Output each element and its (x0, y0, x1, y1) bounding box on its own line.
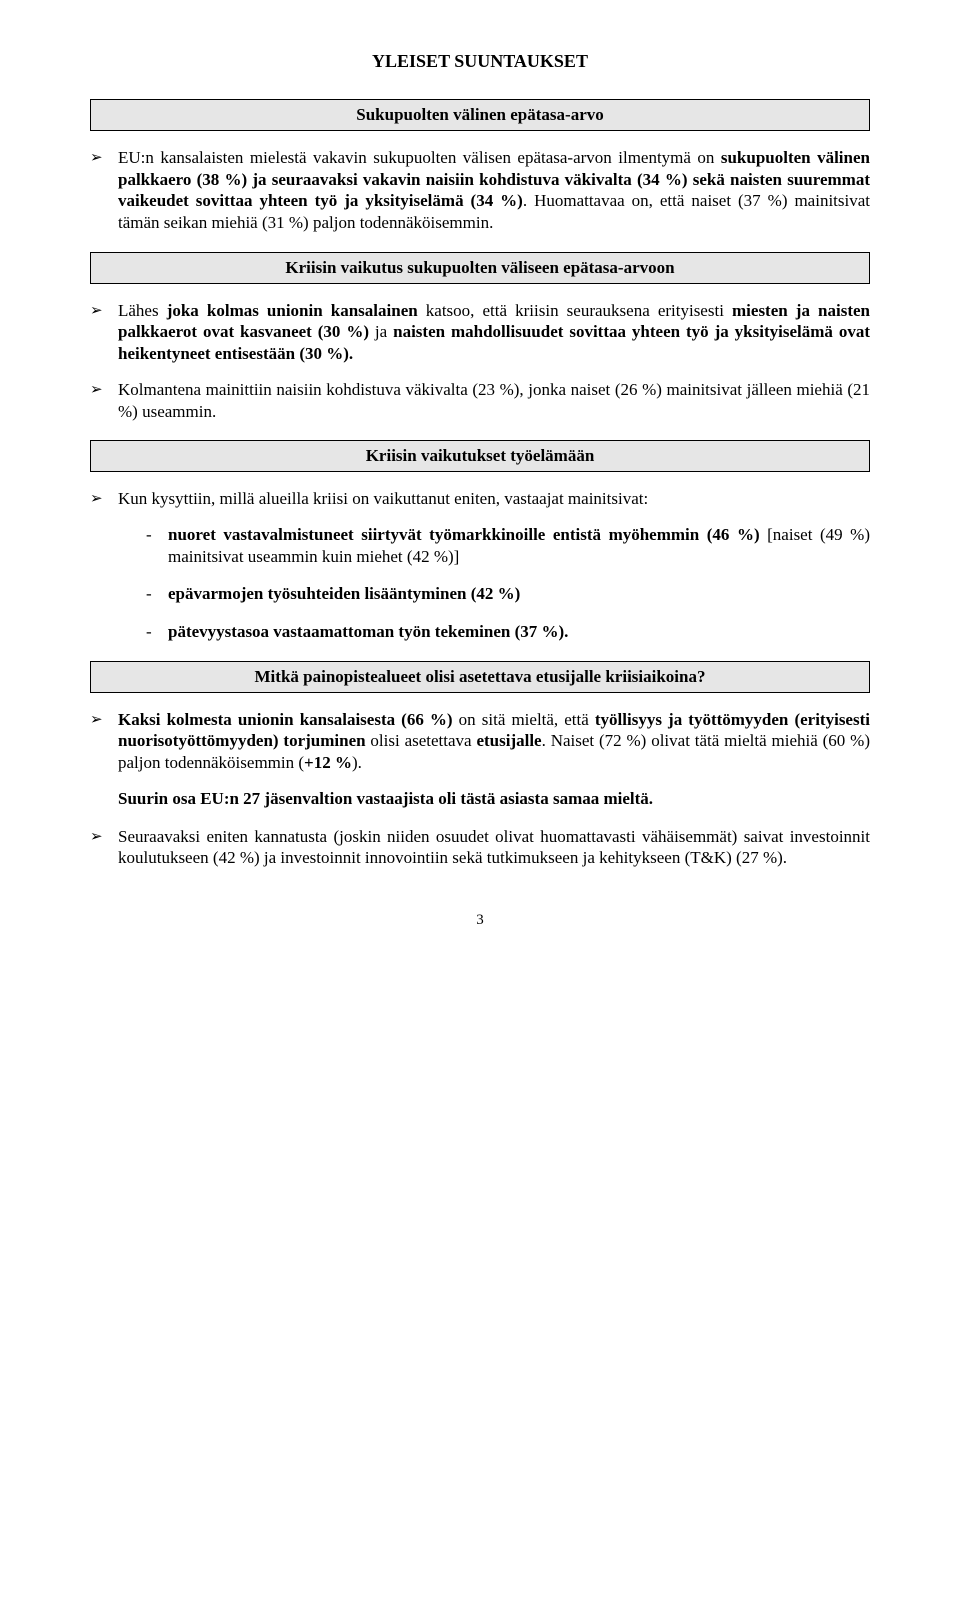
text-bold: nuoret vastavalmistuneet siirtyvät työma… (168, 525, 760, 544)
paragraph: pätevyystasoa vastaamattoman työn tekemi… (168, 621, 870, 643)
text: ja (369, 322, 393, 341)
bullet-marker: ➢ (90, 147, 118, 234)
text: katsoo, että kriisin seurauksena erityis… (418, 301, 732, 320)
section-heading-2: Kriisin vaikutus sukupuolten väliseen ep… (90, 252, 870, 284)
document-page: YLEISET SUUNTAUKSET Sukupuolten välinen … (0, 0, 960, 960)
text: EU:n kansalaisten mielestä vakavin sukup… (118, 148, 721, 167)
dash-marker: - (146, 524, 168, 568)
paragraph: Lähes joka kolmas unionin kansalainen ka… (118, 300, 870, 365)
main-title: YLEISET SUUNTAUKSET (90, 50, 870, 73)
section-heading-3: Kriisin vaikutukset työelämään (90, 440, 870, 472)
bullet-marker: ➢ (90, 826, 118, 870)
text-bold: Suurin osa EU:n 27 jäsenvaltion vastaaji… (118, 789, 653, 808)
section-heading-1: Sukupuolten välinen epätasa-arvo (90, 99, 870, 131)
section-heading-4: Mitkä painopistealueet olisi asetettava … (90, 661, 870, 693)
text-bold: etusijalle (476, 731, 541, 750)
sub-item: - nuoret vastavalmistuneet siirtyvät työ… (146, 524, 870, 568)
text-bold: joka kolmas unionin kansalainen (167, 301, 418, 320)
bullet-item: ➢ Seuraavaksi eniten kannatusta (joskin … (90, 826, 870, 870)
text: olisi asetettava (366, 731, 477, 750)
bullet-item: ➢ Kun kysyttiin, millä alueilla kriisi o… (90, 488, 870, 510)
dash-marker: - (146, 621, 168, 643)
sub-item: - pätevyystasoa vastaamattoman työn teke… (146, 621, 870, 643)
bullet-marker: ➢ (90, 488, 118, 510)
bullet-item: ➢ Lähes joka kolmas unionin kansalainen … (90, 300, 870, 365)
bullet-item: Suurin osa EU:n 27 jäsenvaltion vastaaji… (118, 788, 870, 810)
text-bold: pätevyystasoa vastaamattoman työn tekemi… (168, 622, 568, 641)
paragraph: EU:n kansalaisten mielestä vakavin sukup… (118, 147, 870, 234)
text: Lähes (118, 301, 167, 320)
bullet-item: ➢ EU:n kansalaisten mielestä vakavin suk… (90, 147, 870, 234)
paragraph: Seuraavaksi eniten kannatusta (joskin ni… (118, 826, 870, 870)
bullet-marker: ➢ (90, 379, 118, 423)
paragraph: nuoret vastavalmistuneet siirtyvät työma… (168, 524, 870, 568)
paragraph: Kun kysyttiin, millä alueilla kriisi on … (118, 488, 870, 510)
text-bold: +12 % (304, 753, 352, 772)
sub-list: - nuoret vastavalmistuneet siirtyvät työ… (146, 524, 870, 643)
paragraph: Kolmantena mainittiin naisiin kohdistuva… (118, 379, 870, 423)
paragraph: epävarmojen työsuhteiden lisääntyminen (… (168, 583, 870, 605)
text-bold: Kaksi kolmesta unionin kansalaisesta (66… (118, 710, 453, 729)
paragraph: Suurin osa EU:n 27 jäsenvaltion vastaaji… (118, 788, 870, 810)
sub-item: - epävarmojen työsuhteiden lisääntyminen… (146, 583, 870, 605)
bullet-marker: ➢ (90, 709, 118, 774)
bullet-item: ➢ Kaksi kolmesta unionin kansalaisesta (… (90, 709, 870, 774)
text: on sitä mieltä, että (453, 710, 595, 729)
text-bold: epävarmojen työsuhteiden lisääntyminen (… (168, 584, 520, 603)
bullet-marker: ➢ (90, 300, 118, 365)
dash-marker: - (146, 583, 168, 605)
bullet-item: ➢ Kolmantena mainittiin naisiin kohdistu… (90, 379, 870, 423)
page-number: 3 (90, 911, 870, 930)
paragraph: Kaksi kolmesta unionin kansalaisesta (66… (118, 709, 870, 774)
text: ). (352, 753, 362, 772)
